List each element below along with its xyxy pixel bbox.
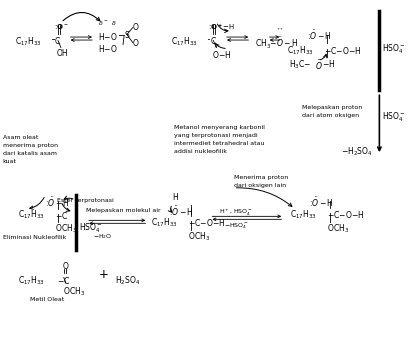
- Text: Melepaskan molekul air: Melepaskan molekul air: [86, 208, 160, 213]
- Text: $-$H$_2$O: $-$H$_2$O: [93, 232, 112, 241]
- Text: HSO$_4^-$: HSO$_4^-$: [381, 43, 405, 56]
- Text: $-$C$-$O$-$H: $-$C$-$O$-$H: [323, 44, 361, 56]
- Text: HSO$_4^-$: HSO$_4^-$: [79, 222, 103, 235]
- Text: $-$C: $-$C: [57, 275, 70, 285]
- Text: C$_{17}$H$_{33}$: C$_{17}$H$_{33}$: [18, 275, 45, 287]
- Text: C$_{17}$H$_{33}$: C$_{17}$H$_{33}$: [289, 209, 316, 221]
- Text: HSO$_4^-$: HSO$_4^-$: [381, 110, 405, 124]
- Text: Melepaskan proton: Melepaskan proton: [301, 105, 361, 110]
- Text: OCH$_3$: OCH$_3$: [55, 223, 77, 235]
- Text: addisi nukleofilik: addisi nukleofilik: [173, 149, 226, 154]
- Text: C: C: [210, 37, 215, 45]
- Text: H: H: [172, 193, 178, 202]
- Text: S: S: [124, 31, 128, 39]
- Text: C$_{17}$H$_{33}$: C$_{17}$H$_{33}$: [151, 217, 178, 230]
- Text: $-$C$-$O$-$H: $-$C$-$O$-$H: [188, 217, 225, 228]
- Text: :$\ddot{O}-$H: :$\ddot{O}-$H: [45, 195, 70, 209]
- Text: :$\ddot{O}-$H: :$\ddot{O}-$H: [309, 195, 334, 209]
- Text: C$_{17}$H$_{33}$: C$_{17}$H$_{33}$: [18, 209, 45, 221]
- Text: Eliminasi Nukleofilik: Eliminasi Nukleofilik: [2, 235, 66, 240]
- Text: $-$HSO$_4^-$: $-$HSO$_4^-$: [223, 222, 248, 231]
- Text: $-$C: $-$C: [55, 210, 68, 221]
- Text: OH: OH: [57, 49, 68, 57]
- Text: C$_{17}$H$_{33}$: C$_{17}$H$_{33}$: [170, 36, 197, 48]
- Text: Metanol menyerang karbonil: Metanol menyerang karbonil: [173, 125, 264, 130]
- Text: :$\bf{O}$$^-$: :$\bf{O}$$^-$: [54, 21, 69, 31]
- Text: C$_{17}$H$_{33}$: C$_{17}$H$_{33}$: [286, 44, 313, 57]
- Text: menerima proton: menerima proton: [2, 143, 58, 148]
- Text: OCH$_3$: OCH$_3$: [188, 231, 210, 243]
- Text: O: O: [133, 39, 138, 48]
- Text: dari katalis asam: dari katalis asam: [2, 151, 56, 156]
- Text: :$\bf{O}^+$$-$H: :$\bf{O}^+$$-$H: [207, 21, 234, 32]
- Text: H$_2$SO$_4$: H$_2$SO$_4$: [115, 275, 140, 287]
- Text: dari atom oksigen: dari atom oksigen: [301, 113, 358, 118]
- Text: OCH$_3$: OCH$_3$: [63, 285, 85, 298]
- Text: $-$H$_2$SO$_4$: $-$H$_2$SO$_4$: [340, 145, 371, 158]
- Text: CH$_3$$-\ddot{O}-$H: CH$_3$$-\ddot{O}-$H: [254, 36, 298, 51]
- Text: kuat: kuat: [2, 159, 16, 164]
- Text: :$\ddot{O}-$H: :$\ddot{O}-$H: [168, 204, 193, 218]
- Text: C$_{17}$H$_{33}$: C$_{17}$H$_{33}$: [15, 36, 42, 48]
- Text: $^{++}$: $^{++}$: [276, 27, 284, 33]
- Text: OCH$_3$: OCH$_3$: [326, 223, 348, 235]
- Text: C: C: [55, 37, 60, 45]
- Text: yang terprotonasi menjadi: yang terprotonasi menjadi: [173, 133, 256, 138]
- Text: $-$C$-$O$-$H: $-$C$-$O$-$H: [326, 209, 364, 220]
- Text: H$_3$C$-$: H$_3$C$-$: [288, 58, 311, 71]
- Text: dari oksigen lain: dari oksigen lain: [233, 183, 285, 188]
- Text: H$-$O: H$-$O: [98, 31, 117, 42]
- Text: O: O: [63, 262, 69, 271]
- Text: :$\ddot{O}-$H: :$\ddot{O}-$H: [306, 29, 330, 42]
- Text: O$-$H: O$-$H: [212, 49, 231, 59]
- Text: H$-$O: H$-$O: [98, 43, 117, 54]
- Text: $-$H: $-$H: [321, 58, 335, 69]
- Text: Menerima proton: Menerima proton: [233, 175, 287, 180]
- Text: H$^+$, HSO$_4^-$: H$^+$, HSO$_4^-$: [219, 208, 252, 218]
- Text: $\delta^-$  $\delta$: $\delta^-$ $\delta$: [98, 19, 117, 27]
- Text: intermediet tetrahedral atau: intermediet tetrahedral atau: [173, 141, 263, 146]
- Text: O: O: [133, 23, 138, 32]
- Text: $+$: $+$: [98, 268, 108, 281]
- Text: Ester terprotonasi: Ester terprotonasi: [57, 198, 113, 203]
- Text: Metil Oleat: Metil Oleat: [30, 296, 64, 302]
- Text: $\ddot{O}$: $\ddot{O}$: [315, 58, 322, 72]
- Text: Asam oleat: Asam oleat: [2, 135, 38, 140]
